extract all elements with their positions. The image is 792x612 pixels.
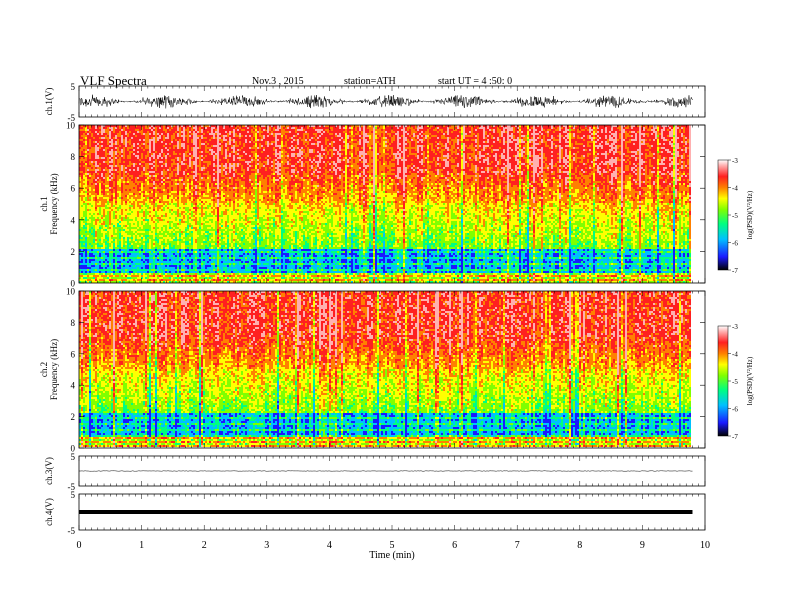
figure-title: VLF Spectra bbox=[80, 73, 147, 89]
x-tick-label: 2 bbox=[202, 540, 207, 551]
y-tick-label: 4 bbox=[71, 215, 76, 225]
y-tick-label: 5 bbox=[71, 452, 76, 462]
colorbar-tick-label: -6 bbox=[732, 240, 738, 248]
y-axis-label: Frequency (kHz) bbox=[49, 339, 59, 400]
y-tick-label: 2 bbox=[71, 412, 76, 422]
ch1-waveform-line bbox=[78, 94, 693, 109]
x-tick-label: 9 bbox=[640, 540, 645, 551]
colorbar-tick-label: -5 bbox=[732, 378, 738, 386]
y-tick-label: 5 bbox=[71, 82, 76, 92]
start-time-label: start UT = 4 :50: 0 bbox=[438, 76, 512, 87]
y-axis-label: ch.4(V) bbox=[44, 498, 54, 526]
colorbar-tick-label: -7 bbox=[732, 267, 738, 275]
colorbar-label: log(PSD)(V²/Hz) bbox=[746, 356, 754, 405]
y-tick-label: -5 bbox=[68, 482, 76, 492]
x-tick-label: 7 bbox=[515, 540, 520, 551]
colorbar-tick-label: -5 bbox=[732, 212, 738, 220]
y-tick-label: 4 bbox=[71, 381, 76, 391]
y-axis-label: ch.1 bbox=[39, 196, 49, 211]
colorbar-tick-label: -3 bbox=[732, 157, 738, 165]
y-tick-label: 8 bbox=[71, 318, 76, 328]
ch1-spectrogram-cells bbox=[79, 125, 691, 283]
x-tick-label: 5 bbox=[390, 540, 395, 551]
x-tick-label: 10 bbox=[700, 540, 710, 551]
colorbar-tick-label: -3 bbox=[732, 323, 738, 331]
y-tick-label: 0 bbox=[71, 444, 76, 454]
date-label: Nov.3 , 2015 bbox=[252, 76, 304, 87]
y-tick-label: 2 bbox=[71, 247, 76, 257]
x-axis-label: Time (min) bbox=[369, 550, 414, 561]
y-axis-label: Frequency (kHz) bbox=[49, 173, 59, 234]
colorbar-tick-label: -6 bbox=[732, 406, 738, 414]
y-tick-label: 0 bbox=[71, 279, 76, 289]
colorbar-tick-label: -7 bbox=[732, 433, 738, 441]
colorbar bbox=[717, 159, 729, 271]
colorbar bbox=[717, 325, 729, 437]
y-tick-label: 6 bbox=[71, 349, 76, 359]
y-tick-label: 10 bbox=[66, 287, 76, 297]
x-tick-label: 1 bbox=[139, 540, 144, 551]
ch2-spectrogram-cells bbox=[79, 291, 691, 447]
colorbar-tick-label: -4 bbox=[732, 351, 738, 359]
x-tick-label: 8 bbox=[577, 540, 582, 551]
y-tick-label: 6 bbox=[71, 184, 76, 194]
x-tick-label: 6 bbox=[452, 540, 457, 551]
x-tick-label: 0 bbox=[77, 540, 82, 551]
y-axis-label: ch.3(V) bbox=[44, 457, 54, 485]
y-axis-label: ch.2 bbox=[39, 362, 49, 377]
y-axis-label: ch.1(V) bbox=[44, 88, 54, 116]
colorbar-tick-label: -4 bbox=[732, 185, 738, 193]
y-tick-label: -5 bbox=[68, 526, 76, 536]
y-tick-label: 8 bbox=[71, 152, 76, 162]
colorbar-label: log(PSD)(V²/Hz) bbox=[746, 190, 754, 239]
x-tick-label: 4 bbox=[327, 540, 332, 551]
y-tick-label: 5 bbox=[71, 490, 76, 500]
station-label: station=ATH bbox=[344, 76, 396, 87]
y-tick-label: -5 bbox=[68, 113, 76, 123]
y-tick-label: 10 bbox=[66, 121, 76, 131]
x-tick-label: 3 bbox=[264, 540, 269, 551]
